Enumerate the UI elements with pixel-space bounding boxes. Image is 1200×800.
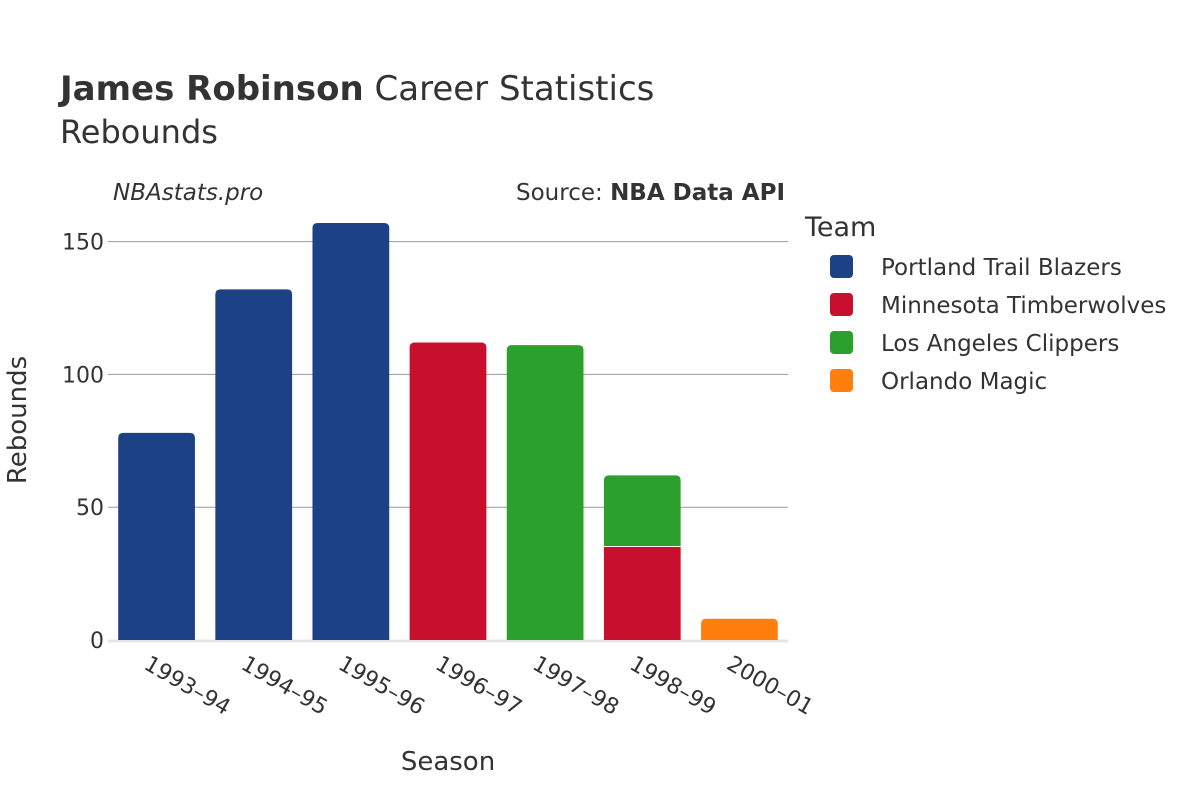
x-axis-title: Season xyxy=(401,747,495,777)
legend-item-label[interactable]: Orlando Magic xyxy=(881,369,1047,395)
bar-1993–94-portland-trail-blazers[interactable] xyxy=(118,432,195,640)
legend-title: Team xyxy=(804,212,876,243)
source-text: Source: NBA Data API xyxy=(516,180,785,206)
x-tick-label: 1996–97 xyxy=(431,652,526,721)
x-tick-label: 1997–98 xyxy=(528,652,623,721)
chart-title-rest: Career Statistics xyxy=(364,69,655,109)
x-tick-label: 1993–94 xyxy=(140,652,235,721)
watermark-text: NBAstats.pro xyxy=(113,180,263,206)
bar-1996–97-minnesota-timberwolves[interactable] xyxy=(409,342,487,641)
source-prefix: Source: xyxy=(516,180,610,206)
bar-1995–96-portland-trail-blazers[interactable] xyxy=(312,222,390,640)
legend-item-label[interactable]: Los Angeles Clippers xyxy=(881,331,1119,357)
x-tick-label: 1998–99 xyxy=(625,652,720,721)
bar-1998–99-minnesota-timberwolves[interactable] xyxy=(603,547,681,640)
bar-1998–99-los-angeles-clippers[interactable] xyxy=(603,475,681,547)
y-tick-label: 150 xyxy=(62,231,104,256)
legend-swatch[interactable] xyxy=(830,331,853,354)
chart-title-player: James Robinson xyxy=(58,69,364,109)
y-tick-label: 100 xyxy=(62,363,104,388)
x-axis-ticks: 1993–94 1994–95 1995–96 1996–97 1997–98 1998–… xyxy=(140,652,818,721)
source-name: NBA Data API xyxy=(610,180,785,206)
chart-title: James Robinson Career Statistics xyxy=(58,69,654,109)
legend-item-label[interactable]: Portland Trail Blazers xyxy=(881,255,1122,281)
y-axis-title: Rebounds xyxy=(3,356,33,484)
legend-item-label[interactable]: Minnesota Timberwolves xyxy=(881,293,1166,319)
legend-swatch[interactable] xyxy=(830,293,853,316)
bar-1994–95-portland-trail-blazers[interactable] xyxy=(215,289,293,640)
legend-swatch[interactable] xyxy=(830,369,853,392)
y-tick-label: 0 xyxy=(90,629,104,654)
chart-subtitle: Rebounds xyxy=(60,113,218,151)
legend-swatch[interactable] xyxy=(830,255,853,278)
bars xyxy=(118,222,778,641)
x-tick-label: 1995–96 xyxy=(334,652,429,721)
y-axis-ticks: 0 50 100 150 xyxy=(62,231,104,654)
x-tick-label: 1994–95 xyxy=(237,652,332,721)
legend: Portland Trail Blazers Minnesota Timberwo… xyxy=(830,255,1166,395)
bar-2000–01-orlando-magic[interactable] xyxy=(701,618,778,640)
y-tick-label: 50 xyxy=(76,496,104,521)
bar-1997–98-los-angeles-clippers[interactable] xyxy=(506,345,584,640)
x-tick-label: 2000–01 xyxy=(722,652,817,721)
